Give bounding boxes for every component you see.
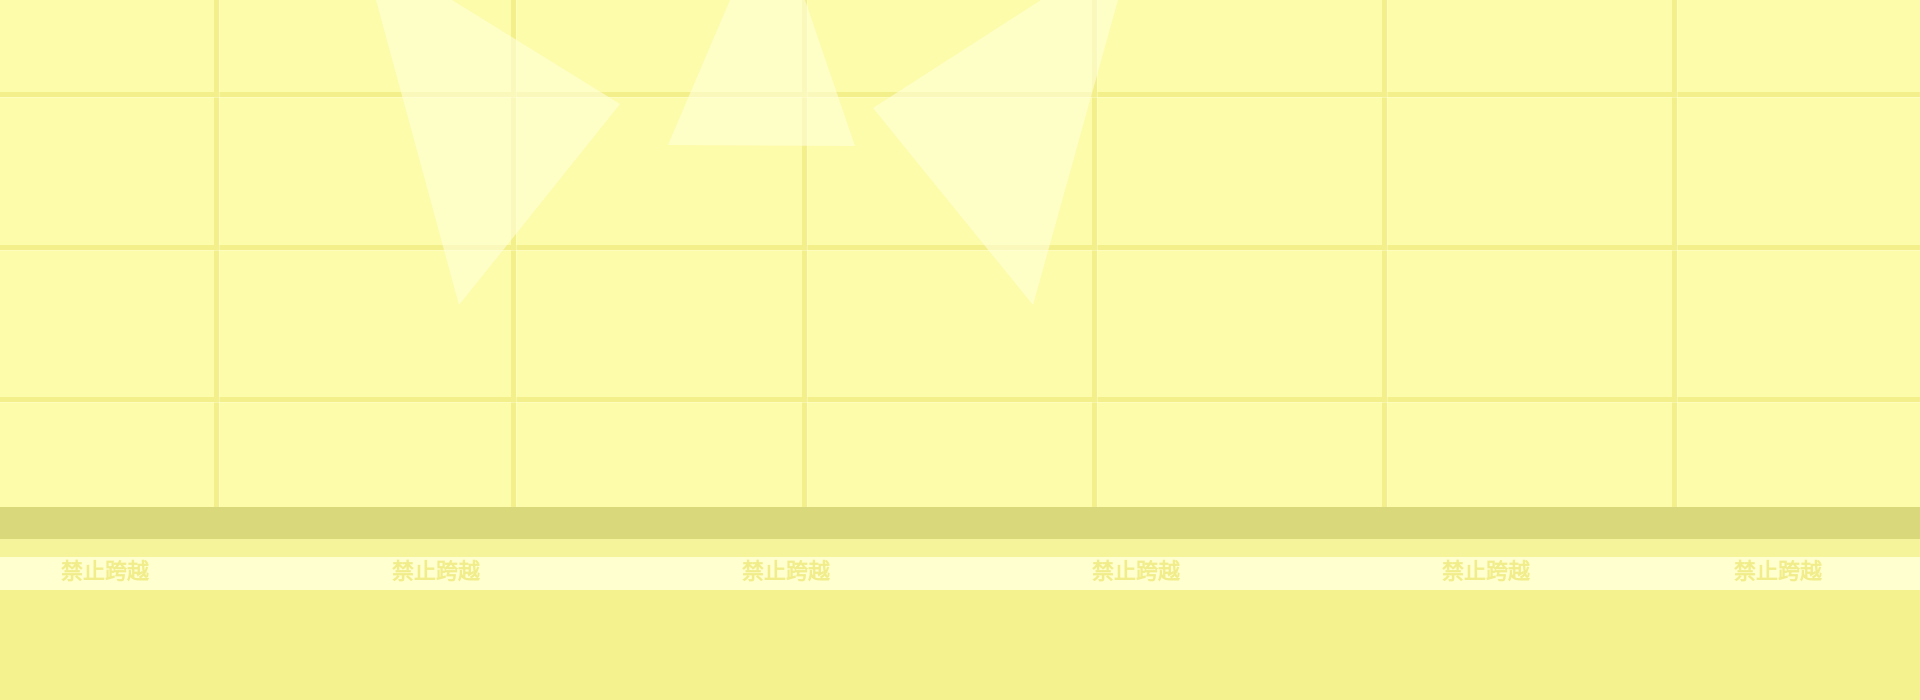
warning-text: 禁止跨越 bbox=[61, 560, 150, 585]
no-crossing-warning-strip: 禁止跨越 禁止跨越 禁止跨越 禁止跨越 禁止跨越 禁止跨越 bbox=[0, 557, 1920, 590]
center-bunting-triangle bbox=[668, 0, 855, 146]
grout-highlight bbox=[1387, 0, 1388, 507]
warning-text: 禁止跨越 bbox=[1442, 560, 1531, 585]
grout-highlight bbox=[1677, 0, 1678, 507]
floor-edge-band bbox=[0, 539, 1920, 557]
grout-highlight bbox=[219, 0, 220, 507]
bunting-flags bbox=[376, 0, 1118, 305]
grout-highlight bbox=[516, 0, 517, 507]
grout-highlight bbox=[0, 97, 1920, 98]
vertical-grout-line bbox=[1382, 0, 1387, 507]
vertical-grout-line bbox=[214, 0, 219, 507]
warning-text: 禁止跨越 bbox=[1092, 560, 1181, 585]
wall-base-band bbox=[0, 507, 1920, 539]
tiled-wall bbox=[0, 0, 1920, 507]
right-bunting-triangle bbox=[873, 0, 1118, 305]
vertical-grout-line bbox=[1672, 0, 1677, 507]
grout-highlight bbox=[0, 250, 1920, 251]
grout-highlight bbox=[807, 0, 808, 507]
horizontal-grout-line bbox=[0, 397, 1920, 402]
left-bunting-triangle bbox=[376, 0, 620, 305]
warning-text: 禁止跨越 bbox=[392, 560, 481, 585]
warning-text: 禁止跨越 bbox=[742, 560, 831, 585]
grout-highlight bbox=[0, 402, 1920, 403]
floor-area bbox=[0, 590, 1920, 700]
vertical-grout-line bbox=[802, 0, 807, 507]
warning-text: 禁止跨越 bbox=[1734, 560, 1823, 585]
grout-highlight bbox=[1097, 0, 1098, 507]
